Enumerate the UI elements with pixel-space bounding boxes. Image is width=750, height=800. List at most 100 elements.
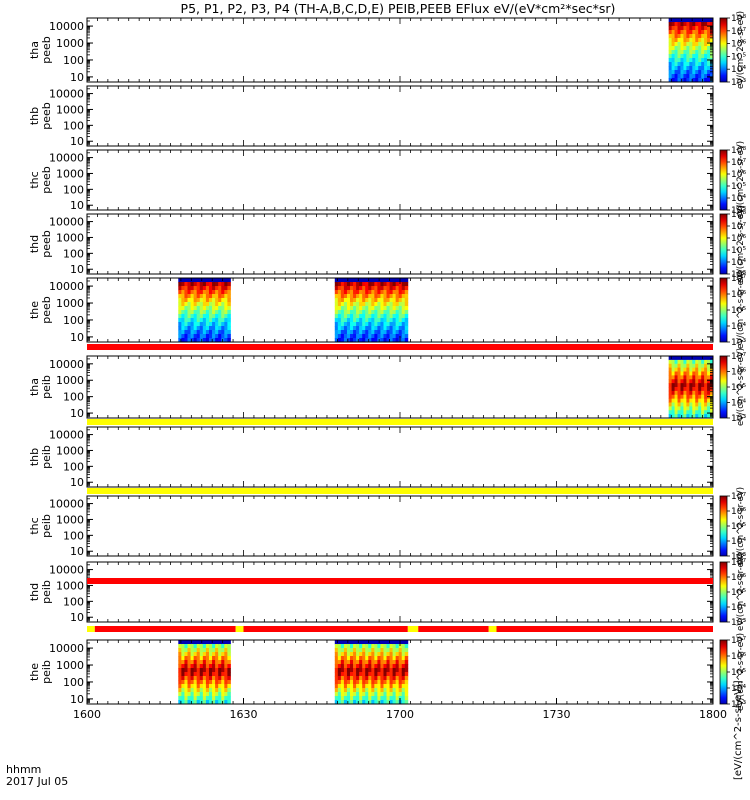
spectrogram-cell (337, 684, 342, 689)
spectrogram-cell (181, 680, 185, 685)
spectrogram-cell (389, 684, 394, 689)
spectrogram-cell (212, 700, 216, 705)
spectrogram-cell (671, 383, 675, 388)
spectrogram-cell (377, 648, 381, 653)
spectrogram-cell (692, 390, 696, 396)
mode-bar-segment (87, 419, 713, 425)
spectrogram-cell (380, 326, 384, 331)
spectrogram-cell (212, 692, 216, 697)
spectrogram-cell (181, 676, 185, 681)
spectrogram-cell (386, 330, 390, 335)
spectrogram-cell (695, 375, 699, 380)
spectrogram-cell (371, 322, 375, 327)
panel-label: peib (40, 514, 53, 538)
spectrogram-cell (380, 656, 384, 661)
spectrogram-cell (221, 334, 225, 339)
spectrogram-cell (680, 70, 684, 75)
colorbar-label: eV/(cm^2-s-sr-eV) (736, 553, 746, 631)
spectrogram-segment (668, 18, 714, 83)
spectrogram-cell (677, 410, 681, 415)
spectrogram-cell (365, 672, 369, 677)
spectrogram-cell (343, 640, 348, 645)
colorbar (719, 213, 728, 275)
colorbar-tick-label: 10³ (731, 700, 746, 710)
spectrogram-cell (704, 50, 708, 55)
spectrogram-cell (199, 648, 204, 653)
spectrogram-cell (683, 26, 687, 31)
spectrogram-cell (359, 644, 363, 649)
spectrogram-cell (386, 644, 390, 649)
spectrogram-cell (218, 286, 222, 291)
spectrogram-cell (340, 338, 345, 343)
spectrogram-cell (343, 656, 348, 661)
spectrogram-cell (337, 298, 342, 303)
spectrogram-cell (374, 290, 378, 295)
spectrogram-cell (202, 656, 207, 661)
spectrogram-cell (671, 359, 675, 365)
spectrogram-cell (398, 680, 403, 685)
spectrogram-cell (353, 286, 357, 291)
spectrogram-cell (371, 668, 375, 673)
spectrogram-cell (205, 286, 210, 291)
spectrogram-cell (689, 26, 693, 31)
spectrogram-cell (202, 330, 207, 335)
spectrogram-cell (353, 644, 357, 649)
spectrogram-cell (677, 394, 681, 400)
spectrogram-cell (686, 356, 690, 361)
spectrogram-cell (224, 286, 228, 291)
panel-label: peib (40, 375, 53, 399)
spectrogram-cell (401, 278, 406, 283)
spectrogram-cell (368, 644, 372, 649)
spectrogram-cell (221, 644, 225, 649)
colorbar-tick-label: 10⁶ (731, 368, 746, 378)
spectrogram-cell (212, 286, 216, 291)
spectrogram-cell (218, 676, 222, 681)
spectrogram-cell (689, 18, 693, 23)
spectrogram-cell (392, 680, 397, 685)
spectrogram-cell (359, 696, 363, 701)
spectrogram-cell (401, 672, 406, 677)
spectrogram-cell (181, 692, 185, 697)
spectrogram-cell (193, 680, 198, 685)
spectrogram-cell (205, 648, 210, 653)
x-tick-label: 1630 (230, 708, 258, 721)
spectrogram-cell (334, 298, 339, 303)
spectrogram-cell (362, 338, 366, 343)
y-tick-label: 1000 (56, 374, 84, 387)
spectrogram-cell (202, 684, 207, 689)
spectrogram-cell (190, 326, 195, 331)
spectrogram-cell (389, 302, 394, 307)
spectrogram-cell (202, 326, 207, 331)
spectrogram-cell (181, 640, 185, 645)
spectrogram-cell (404, 286, 409, 291)
spectrogram-cell (202, 318, 207, 323)
spectrogram-cell (350, 652, 354, 657)
spectrogram-cell (208, 298, 213, 303)
spectrogram-cell (698, 356, 702, 361)
spectrogram-cell (218, 680, 222, 685)
spectrogram-cell (178, 660, 182, 665)
spectrogram-cell (212, 298, 216, 303)
spectrogram-cell (392, 660, 397, 665)
spectrogram-cell (668, 394, 673, 400)
spectrogram-cell (365, 278, 369, 283)
spectrogram-cell (701, 406, 705, 411)
spectrogram-cell (692, 383, 696, 388)
spectrogram-cell (371, 326, 375, 331)
spectrogram-cell (671, 390, 675, 396)
panel-label: tha (28, 41, 41, 59)
spectrogram-cell (686, 383, 690, 388)
spectrogram-cell (187, 664, 191, 669)
panel-frame (86, 561, 714, 623)
spectrogram-cell (395, 306, 400, 311)
spectrogram-cell (365, 330, 369, 335)
spectrogram-cell (334, 664, 339, 669)
spectrogram-cell (704, 371, 708, 376)
spectrogram-cell (680, 414, 684, 419)
spectrogram-cell (710, 390, 714, 396)
spectrogram-cell (680, 410, 684, 415)
spectrogram-cell (208, 314, 213, 319)
spectrogram-cell (392, 668, 397, 673)
spectrogram-cell (695, 66, 699, 71)
spectrogram-cell (401, 314, 406, 319)
